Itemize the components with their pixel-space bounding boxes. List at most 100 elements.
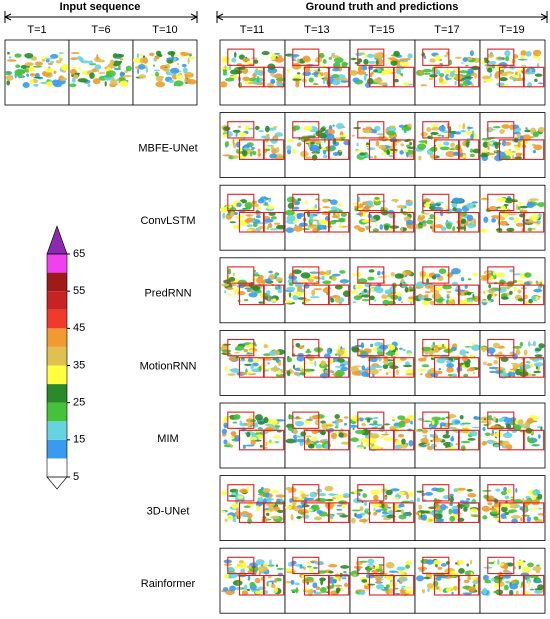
echo-cell bbox=[356, 70, 367, 75]
echo-cell bbox=[119, 71, 125, 77]
echo-cell bbox=[332, 152, 339, 156]
echo-cell bbox=[482, 587, 488, 595]
highlight-box bbox=[292, 266, 320, 284]
echo-cell bbox=[293, 417, 303, 420]
echo-cell bbox=[389, 215, 396, 219]
highlight-box bbox=[238, 502, 265, 523]
echo-cell bbox=[306, 348, 310, 353]
echo-cell bbox=[469, 559, 473, 565]
echo-cell bbox=[509, 352, 514, 355]
echo-cell bbox=[235, 345, 245, 351]
echo-cell bbox=[372, 228, 379, 233]
echo-cell bbox=[376, 578, 382, 583]
echo-cell bbox=[528, 298, 533, 304]
echo-cell bbox=[516, 69, 523, 74]
radar-panel bbox=[414, 257, 481, 324]
echo-cell bbox=[503, 417, 514, 423]
echo-cell bbox=[430, 134, 433, 140]
echo-cell bbox=[511, 362, 516, 365]
echo-cell bbox=[517, 280, 524, 283]
echo-cell bbox=[405, 372, 415, 376]
highlight-box bbox=[227, 556, 255, 575]
echo-cell bbox=[334, 284, 343, 290]
colorbar-tick-label: 45 bbox=[73, 322, 85, 334]
radar-panel bbox=[349, 475, 416, 542]
colorbar-tick-label: 25 bbox=[73, 397, 85, 409]
echo-cell bbox=[325, 128, 336, 135]
highlight-box bbox=[458, 357, 480, 378]
echo-cell bbox=[253, 218, 256, 220]
echo-cell bbox=[395, 494, 401, 497]
echo-cell bbox=[251, 368, 261, 373]
echo-cell bbox=[294, 582, 300, 586]
echo-cell bbox=[338, 217, 346, 223]
echo-cell bbox=[222, 212, 226, 219]
echo-cell bbox=[235, 356, 239, 359]
echo-cell bbox=[395, 350, 398, 357]
echo-cell bbox=[483, 57, 488, 62]
echo-cell bbox=[252, 273, 260, 277]
echo-cell bbox=[526, 516, 531, 523]
echo-cell bbox=[537, 53, 541, 57]
echo-cell bbox=[14, 53, 22, 58]
echo-cell bbox=[406, 414, 415, 420]
echo-cell bbox=[405, 219, 414, 226]
echo-cell bbox=[459, 500, 465, 503]
highlight-box bbox=[487, 193, 515, 212]
echo-cell bbox=[483, 361, 487, 366]
echo-cell bbox=[375, 584, 385, 590]
echo-cell bbox=[527, 341, 531, 347]
echo-cell bbox=[303, 125, 313, 131]
highlight-box bbox=[357, 266, 385, 284]
echo-cell bbox=[452, 373, 458, 378]
echo-cell bbox=[511, 580, 516, 584]
echo-cell bbox=[483, 417, 487, 421]
echo bbox=[416, 558, 480, 595]
echo-cell bbox=[428, 205, 436, 211]
echo-cell bbox=[304, 200, 308, 205]
echo-cell bbox=[77, 78, 88, 83]
echo-cell bbox=[506, 423, 512, 429]
echo-cell bbox=[521, 591, 531, 594]
echo-cell bbox=[247, 229, 253, 232]
time-label: T=19 bbox=[499, 24, 524, 36]
echo bbox=[220, 341, 285, 377]
echo-cell bbox=[382, 364, 389, 370]
echo-cell bbox=[329, 199, 338, 205]
echo-cell bbox=[407, 146, 415, 150]
echo-cell bbox=[537, 202, 545, 207]
echo-cell bbox=[431, 420, 435, 425]
echo-cell bbox=[274, 52, 281, 55]
echo-cell bbox=[528, 414, 537, 419]
echo-cell bbox=[24, 53, 34, 59]
echo-cell bbox=[424, 443, 431, 446]
echo-cell bbox=[499, 372, 509, 379]
echo-cell bbox=[263, 278, 272, 282]
echo-cell bbox=[436, 201, 444, 204]
radar-panel bbox=[479, 329, 546, 396]
echo-cell bbox=[117, 53, 125, 58]
echo-cell bbox=[491, 418, 494, 421]
echo-cell bbox=[353, 126, 362, 130]
echo-cell bbox=[401, 277, 404, 285]
echo-cell bbox=[402, 364, 413, 368]
echo-cell bbox=[267, 63, 276, 70]
echo-cell bbox=[487, 146, 490, 150]
echo-cell bbox=[267, 580, 276, 583]
echo-cell bbox=[243, 584, 248, 590]
echo-cell bbox=[470, 148, 474, 153]
echo-cell bbox=[339, 222, 342, 229]
echo-cell bbox=[432, 437, 443, 443]
echo-cell bbox=[234, 351, 240, 354]
echo-cell bbox=[435, 224, 444, 229]
echo-cell bbox=[482, 574, 490, 581]
echo-cell bbox=[500, 513, 507, 519]
echo-cell bbox=[328, 493, 336, 496]
echo-cell bbox=[483, 80, 486, 83]
highlight-box bbox=[357, 48, 385, 66]
echo-cell bbox=[171, 74, 178, 80]
echo-cell bbox=[352, 202, 362, 206]
echo-cell bbox=[440, 563, 447, 567]
echo-cell bbox=[491, 215, 500, 219]
echo-cell bbox=[315, 444, 323, 449]
